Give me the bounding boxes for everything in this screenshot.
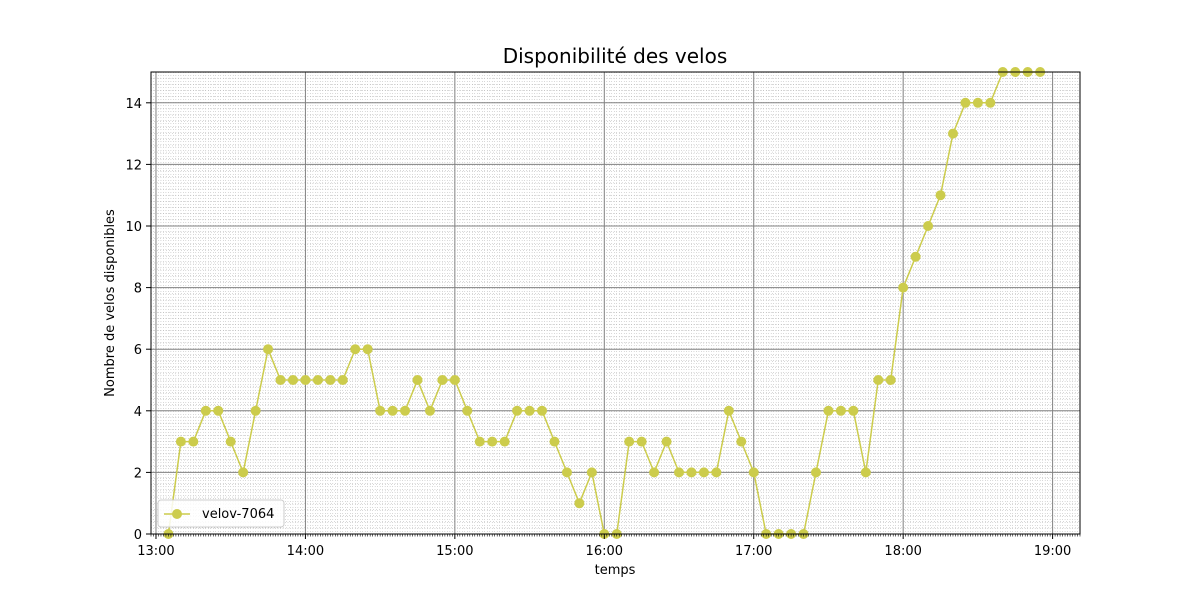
data-point	[250, 405, 261, 416]
x-tick-label: 17:00	[735, 544, 772, 559]
data-point	[898, 282, 909, 293]
data-point	[649, 467, 660, 478]
data-point	[175, 436, 186, 447]
data-point	[487, 436, 498, 447]
x-axis-label: temps	[595, 563, 636, 578]
data-point	[636, 436, 647, 447]
data-point	[325, 375, 336, 385]
data-point	[748, 467, 759, 478]
data-point	[873, 375, 884, 385]
data-point	[848, 405, 859, 416]
x-tick-label: 16:00	[586, 544, 623, 559]
data-point	[287, 375, 298, 385]
major-grid	[151, 72, 1080, 535]
data-point	[400, 405, 411, 416]
data-point	[188, 436, 199, 447]
data-point	[985, 97, 996, 108]
data-point	[312, 375, 323, 385]
data-point	[275, 375, 286, 385]
data-point	[810, 467, 821, 478]
data-point	[225, 436, 236, 447]
data-point	[586, 467, 597, 478]
data-point	[263, 344, 274, 355]
data-point	[375, 405, 386, 416]
minor-grid	[150, 71, 1081, 534]
legend-marker	[172, 509, 182, 519]
data-point	[661, 436, 672, 447]
data-point	[835, 405, 846, 416]
x-tick-label: 13:00	[137, 544, 174, 559]
data-point	[474, 436, 485, 447]
data-point	[387, 405, 398, 416]
legend-label: velov-7064	[202, 507, 274, 522]
data-point	[736, 436, 747, 447]
y-tick-label: 4	[134, 405, 142, 420]
x-axis-ticks: 13:00 14:00 15:00 16:00 17:00 18:00 19:00	[137, 534, 1081, 559]
plot-frame	[150, 71, 1081, 535]
data-point	[885, 375, 896, 385]
data-point	[711, 467, 722, 478]
data-point	[698, 467, 709, 478]
data-point	[350, 344, 361, 355]
x-tick-label: 14:00	[287, 544, 324, 559]
x-tick-label: 15:00	[436, 544, 473, 559]
y-tick-label: 12	[125, 158, 142, 173]
data-point	[561, 467, 572, 478]
data-point	[674, 467, 685, 478]
data-point	[424, 405, 435, 416]
data-point	[213, 405, 224, 416]
data-point	[537, 405, 548, 416]
data-point	[337, 375, 348, 385]
data-point	[823, 405, 834, 416]
data-point	[972, 97, 983, 108]
series-layer	[163, 67, 1046, 539]
data-point	[524, 405, 535, 416]
data-point	[449, 375, 460, 385]
data-point	[624, 436, 635, 447]
y-axis-ticks: 0 2 4 6 8 10 12 14	[125, 97, 151, 543]
data-point	[437, 375, 448, 385]
data-point	[238, 467, 249, 478]
data-point	[512, 405, 523, 416]
y-tick-label: 10	[125, 220, 142, 235]
data-point	[412, 375, 423, 385]
y-tick-label: 14	[125, 97, 142, 112]
legend: velov-7064	[157, 499, 285, 528]
y-tick-label: 8	[134, 282, 142, 297]
data-point	[549, 436, 560, 447]
data-point	[300, 375, 311, 385]
data-point	[574, 498, 585, 509]
x-tick-label: 18:00	[884, 544, 921, 559]
data-point	[462, 405, 473, 416]
y-tick-label: 2	[134, 466, 142, 481]
data-point	[362, 344, 373, 355]
chart-title: Disponibilité des velos	[503, 44, 728, 68]
data-point	[910, 251, 921, 262]
data-point	[935, 190, 946, 201]
data-point	[860, 467, 871, 478]
y-tick-label: 6	[134, 343, 142, 358]
data-point	[499, 436, 510, 447]
data-point	[960, 97, 971, 108]
y-tick-label: 0	[134, 528, 142, 543]
y-axis-label: Nombre de velos disponibles	[103, 209, 118, 397]
data-point	[923, 221, 934, 231]
x-tick-label: 19:00	[1034, 544, 1071, 559]
data-point	[200, 405, 211, 416]
legend-box	[157, 499, 285, 528]
data-point	[947, 128, 958, 139]
data-point	[723, 405, 734, 416]
data-point	[686, 467, 697, 478]
